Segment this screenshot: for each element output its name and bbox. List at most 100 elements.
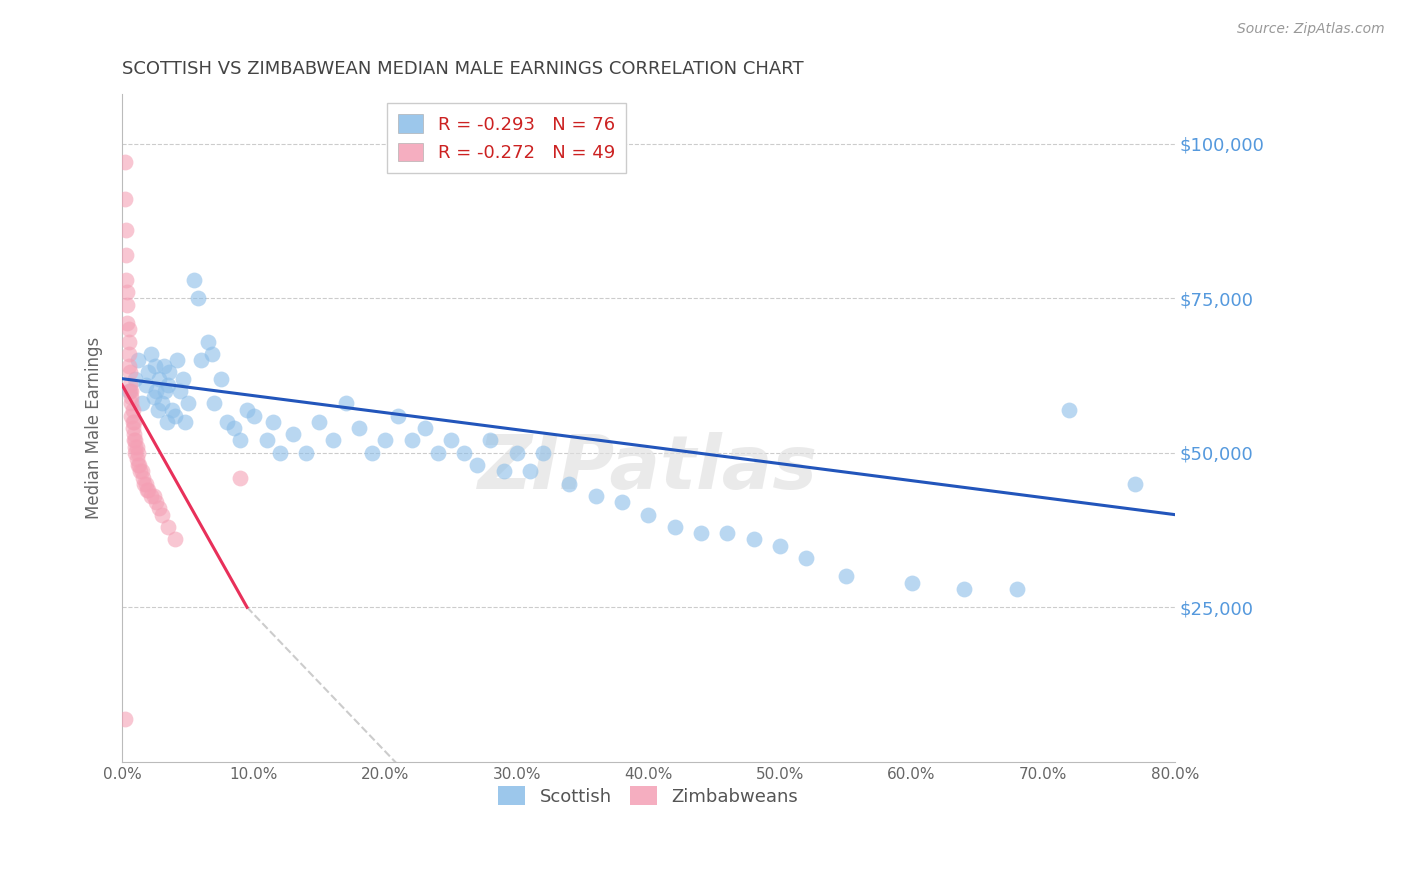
Point xyxy=(347,421,370,435)
Point xyxy=(187,291,209,305)
Point xyxy=(157,520,180,534)
Point xyxy=(558,476,581,491)
Point xyxy=(222,421,245,435)
Point xyxy=(125,440,148,454)
Point xyxy=(121,421,143,435)
Point xyxy=(143,359,166,374)
Point xyxy=(117,384,139,398)
Point xyxy=(117,347,139,361)
Y-axis label: Median Male Earnings: Median Male Earnings xyxy=(86,337,103,519)
Point xyxy=(160,402,183,417)
Point xyxy=(121,402,143,417)
Point xyxy=(115,248,138,262)
Point xyxy=(138,366,160,380)
Point xyxy=(217,415,239,429)
Point xyxy=(177,396,200,410)
Point xyxy=(236,402,259,417)
Point xyxy=(269,446,291,460)
Point xyxy=(229,434,252,448)
Text: Source: ZipAtlas.com: Source: ZipAtlas.com xyxy=(1237,22,1385,37)
Point xyxy=(322,434,344,448)
Point xyxy=(610,495,633,509)
Point xyxy=(1059,402,1081,417)
Point xyxy=(585,489,607,503)
Point xyxy=(115,223,138,237)
Point xyxy=(426,446,449,460)
Point xyxy=(117,297,139,311)
Point xyxy=(281,427,304,442)
Point xyxy=(117,316,139,330)
Point xyxy=(308,415,330,429)
Point xyxy=(716,526,738,541)
Point xyxy=(114,193,136,207)
Point xyxy=(121,415,143,429)
Text: ZIPatlas: ZIPatlas xyxy=(478,432,818,505)
Point xyxy=(229,470,252,484)
Point xyxy=(163,533,186,547)
Point xyxy=(202,396,225,410)
Point xyxy=(1005,582,1028,596)
Point xyxy=(122,415,145,429)
Point xyxy=(256,434,278,448)
Point xyxy=(742,533,765,547)
Point xyxy=(139,347,162,361)
Point xyxy=(335,396,357,410)
Point xyxy=(157,366,180,380)
Point xyxy=(118,384,141,398)
Point xyxy=(190,353,212,368)
Point xyxy=(124,372,146,386)
Point xyxy=(1123,476,1146,491)
Point xyxy=(519,464,541,478)
Point xyxy=(135,476,157,491)
Point xyxy=(120,409,142,423)
Point xyxy=(131,464,153,478)
Point xyxy=(127,446,149,460)
Point xyxy=(156,415,179,429)
Point xyxy=(413,421,436,435)
Point xyxy=(117,322,139,336)
Point xyxy=(531,446,554,460)
Point xyxy=(146,402,169,417)
Point xyxy=(122,427,145,442)
Point xyxy=(142,390,165,404)
Point xyxy=(295,446,318,460)
Point xyxy=(794,550,817,565)
Point xyxy=(139,489,162,503)
Point xyxy=(142,489,165,503)
Point xyxy=(401,434,423,448)
Point xyxy=(128,458,150,472)
Point xyxy=(127,353,149,368)
Point xyxy=(690,526,713,541)
Point xyxy=(155,384,177,398)
Point xyxy=(134,476,156,491)
Point xyxy=(209,372,232,386)
Point xyxy=(122,434,145,448)
Point xyxy=(169,384,191,398)
Point xyxy=(953,582,976,596)
Point xyxy=(115,273,138,287)
Text: SCOTTISH VS ZIMBABWEAN MEDIAN MALE EARNINGS CORRELATION CHART: SCOTTISH VS ZIMBABWEAN MEDIAN MALE EARNI… xyxy=(122,60,804,78)
Point xyxy=(129,464,152,478)
Point xyxy=(492,464,515,478)
Point xyxy=(242,409,264,423)
Point xyxy=(114,155,136,169)
Point xyxy=(145,384,167,398)
Point xyxy=(479,434,502,448)
Point xyxy=(131,396,153,410)
Point xyxy=(183,273,205,287)
Point xyxy=(124,434,146,448)
Point xyxy=(114,712,136,726)
Point xyxy=(163,409,186,423)
Point xyxy=(125,452,148,467)
Point xyxy=(769,539,792,553)
Point xyxy=(150,508,173,522)
Point xyxy=(637,508,659,522)
Point xyxy=(124,440,146,454)
Point xyxy=(387,409,409,423)
Point xyxy=(153,359,176,374)
Point xyxy=(120,390,142,404)
Point xyxy=(138,483,160,497)
Point xyxy=(172,372,194,386)
Point xyxy=(117,285,139,300)
Legend: Scottish, Zimbabweans: Scottish, Zimbabweans xyxy=(491,779,806,813)
